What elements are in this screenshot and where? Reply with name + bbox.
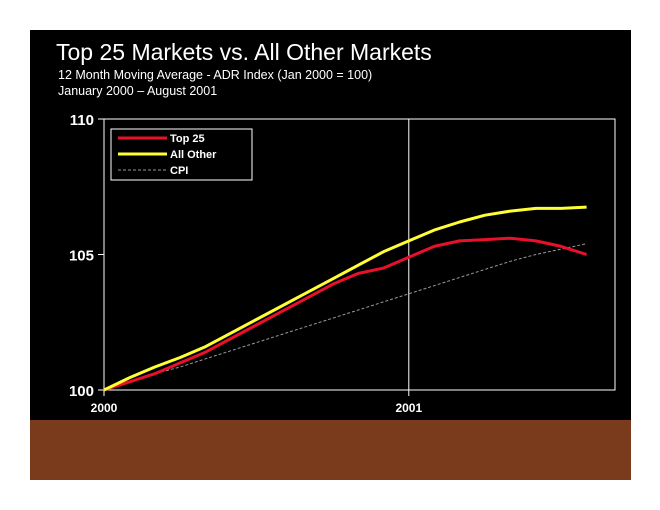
legend-label: All Other <box>170 149 217 161</box>
legend-label: Top 25 <box>170 133 205 145</box>
x-tick-label: 2001 <box>395 401 422 415</box>
chart-subtitle: 12 Month Moving Average - ADR Index (Jan… <box>58 68 373 82</box>
series-line-cpi <box>103 243 587 391</box>
series-line-top-25 <box>103 236 588 392</box>
chart-date-range: January 2000 – August 2001 <box>58 84 218 98</box>
chart-title: Top 25 Markets vs. All Other Markets <box>56 39 432 65</box>
chart-legend: Top 25 All Other CPI <box>110 128 253 181</box>
y-tick-label: 110 <box>70 112 94 129</box>
footer-band <box>30 420 631 480</box>
line-chart: 100 105 110 2000 2001 Top 25 All Other CPI <box>69 112 616 415</box>
series-line-all-other <box>103 205 587 392</box>
slide: Top 25 Markets vs. All Other Markets 12 … <box>30 30 631 480</box>
y-tick-label: 105 <box>69 248 94 265</box>
legend-box <box>110 128 253 181</box>
y-tick-label: 100 <box>69 383 94 400</box>
x-tick-label: 2000 <box>91 401 118 415</box>
legend-label: CPI <box>170 165 188 177</box>
